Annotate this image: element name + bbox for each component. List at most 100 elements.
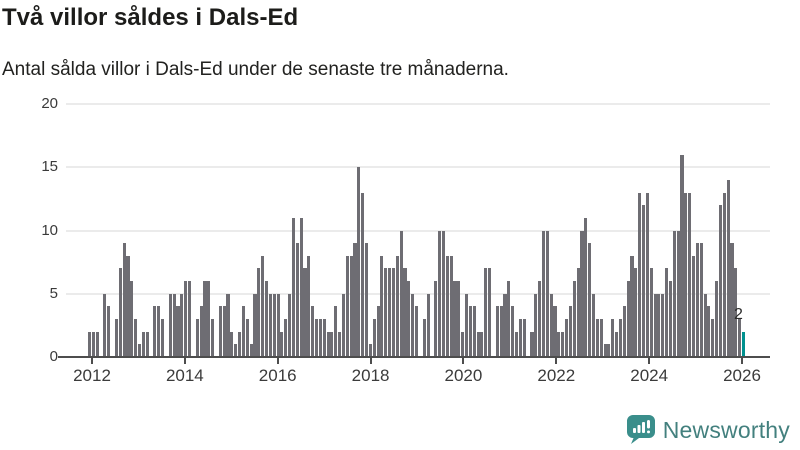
bar [630,255,634,358]
bar [145,331,149,358]
bar [284,319,288,358]
bar [307,255,311,358]
x-tick-2022 [555,358,558,364]
bar [626,281,630,358]
bar [672,230,676,358]
gridline-15 [66,166,770,169]
bar [499,306,503,358]
bar [691,255,696,358]
bar [303,268,307,358]
x-tick-2016 [276,358,279,364]
bar [388,268,392,358]
y-tick-label-0: 0 [49,348,58,365]
bar [584,217,588,358]
bar [495,306,499,358]
bar [515,331,519,358]
bar [138,344,142,358]
bar [534,293,538,358]
bar [611,319,615,358]
bar [88,331,92,358]
bar [676,230,680,358]
bar [176,306,180,358]
bar [118,268,122,358]
bar [538,281,542,358]
bar [653,293,657,358]
bar [645,192,649,358]
bar [472,306,476,358]
bar [114,319,119,358]
bar [722,192,726,358]
bar [395,255,399,358]
bar [438,230,442,358]
bar [407,281,411,358]
bar [403,268,407,358]
bar [707,306,711,358]
bar [195,319,199,358]
x-tick-2014 [183,358,186,364]
gridline-10 [66,229,770,232]
bar [568,306,572,358]
bar [153,306,157,358]
bar [572,281,576,358]
x-tick-2018 [369,358,372,364]
bar [299,217,303,358]
bar [434,281,438,358]
bar [364,243,369,358]
bar [318,319,322,358]
bar [657,293,661,358]
y-tick-label-10: 10 [41,221,58,239]
bar [218,306,222,358]
bar [334,306,338,358]
bar [541,230,546,358]
x-tick-label-2026: 2026 [723,366,761,385]
bar [461,331,465,358]
bar [295,243,299,358]
bar [291,217,295,358]
bar [276,293,280,358]
bar [622,306,626,358]
bar [465,293,469,358]
bar [422,319,426,358]
x-tick-label-2024: 2024 [630,366,669,385]
bar [730,243,734,358]
bar [522,319,526,358]
bar [699,243,703,358]
bar [476,331,480,358]
bar [288,293,292,358]
bar [376,306,380,358]
bar [311,306,315,358]
bar [576,268,580,358]
bar [530,331,534,358]
bar [718,205,722,358]
bar [245,319,249,358]
bar [341,293,345,358]
bar [618,319,622,358]
bar [345,255,349,358]
x-tick-2012 [91,358,93,364]
bar [253,293,257,358]
x-tick-2026 [741,358,744,364]
bar [238,331,242,358]
bar [484,268,488,358]
bar [211,319,215,358]
bar [280,331,284,358]
bar [488,268,492,358]
bar [668,281,672,358]
gridline-5 [66,292,770,295]
bar [545,230,549,358]
bar [134,319,138,358]
bar [553,306,557,358]
bar [549,293,553,358]
bar [384,268,388,358]
bar [688,192,692,358]
bar [411,293,415,358]
bar [445,255,449,358]
bar [734,268,738,358]
bar [130,281,134,358]
last-bar-value-label: 2 [734,305,743,323]
bar [638,192,642,358]
bar [603,344,607,358]
bar [241,306,245,358]
bar [349,255,353,358]
